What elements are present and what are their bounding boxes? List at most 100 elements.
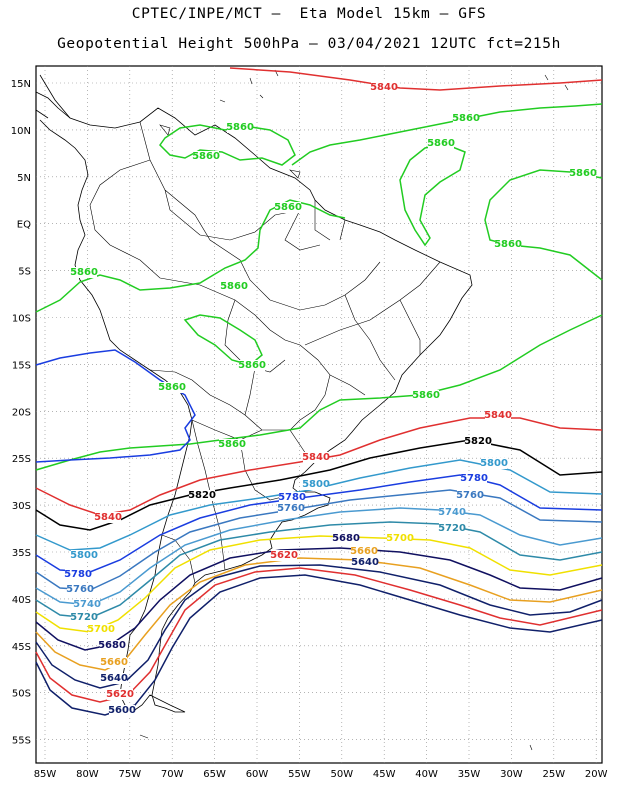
contour-label-bg [74,599,100,610]
lat-tick-label: 35S [12,548,31,559]
contour-label-bg [101,657,127,668]
contour-label-bg [99,640,125,651]
contour-5860-east [484,169,603,281]
lat-tick-label: 30S [12,501,31,512]
contour-5860-central [35,199,346,313]
contour-label-5820: 5820 [464,436,492,447]
lon-tick-label: 45W [373,769,396,780]
title-line-2: Geopotential Height 500hPa – 03/04/2021 … [57,36,561,52]
contour-5640 [35,564,603,689]
contour-label-bg [88,624,114,635]
contour-label-5760: 5760 [277,503,305,514]
contour-label-5820: 5820 [188,490,216,501]
lat-tick-label: EQ [17,220,31,231]
contour-5780 [35,474,603,573]
contour-label-5800: 5800 [70,550,98,561]
contour-label-5860: 5860 [218,439,246,450]
lon-tick-label: 35W [458,769,481,780]
contour-label-bg [67,584,93,595]
contour-label-5780: 5780 [460,473,488,484]
lon-tick-label: 50W [330,769,353,780]
lat-tick-label: 55S [12,736,31,747]
islands [139,69,569,751]
contour-5880-south [35,349,196,463]
central-america [35,91,71,119]
lat-tick-label: 15S [12,360,31,371]
lat-tick-label: 5N [17,173,31,184]
contour-label-bg [219,439,245,450]
contour-label-bg [71,612,97,623]
contour-label-bg [352,557,378,568]
contour-label-bg [275,202,301,213]
contour-label-5660: 5660 [350,546,378,557]
contour-label-5800: 5800 [302,479,330,490]
contour-5660 [35,557,603,671]
south-america-coastline [39,74,473,713]
contour-label-bg [65,569,91,580]
contour-label-bg [453,113,479,124]
contour-label-5840: 5840 [302,452,330,463]
lon-tick-label: 75W [118,769,141,780]
contour-label-5640: 5640 [351,557,379,568]
contour-label-5860: 5860 [412,390,440,401]
contour-label-5660: 5660 [100,657,128,668]
contour-label-5620: 5620 [106,689,134,700]
lon-tick-label: 80W [76,769,99,780]
contour-label-5760: 5760 [66,584,94,595]
contour-label-bg [457,490,483,501]
latitude-labels: 15N 10N 5N EQ 5S 10S 15S 20S 25S 30S 35S 40S 45S 50S 5… [11,79,31,747]
contour-label-bg [109,705,135,716]
contour-label-5840: 5840 [94,512,122,523]
contour-label-bg [239,360,265,371]
contour-label-bg [278,503,304,514]
contour-label-5840: 5840 [370,82,398,93]
contour-5860-north-3 [399,143,466,247]
contour-5680 [35,547,603,651]
contour-label-bg [387,533,413,544]
contour-label-5860: 5860 [452,113,480,124]
contour-label-5780: 5780 [64,569,92,580]
longitude-labels: 85W 80W 75W 70W 65W 60W 55W 50W 45W 40W 35W 30W 25W 2… [34,769,608,780]
contour-lines [35,67,603,716]
contour-label-bg [439,523,465,534]
contour-label-bg [570,168,596,179]
lat-tick-label: 15N [11,79,31,90]
contour-label-5720: 5720 [70,612,98,623]
contour-label-bg [227,122,253,133]
contour-label-bg [221,281,247,292]
title-line-1: CPTEC/INPE/MCT – Eta Model 15km – GFS [131,6,487,22]
lon-tick-label: 70W [161,769,184,780]
contour-label-5860: 5860 [274,202,302,213]
contour-5840-south [35,417,603,516]
contour-label-bg [271,550,297,561]
contour-label-bg [193,151,219,162]
contour-5840-north [229,67,603,91]
contour-label-5760: 5760 [456,490,484,501]
contour-5620 [35,567,603,703]
contour-label-5800: 5800 [480,458,508,469]
contour-5720 [35,521,603,619]
lon-tick-label: 55W [288,769,311,780]
continent-outlines [35,69,569,751]
contour-label-bg [279,492,305,503]
lon-tick-label: 60W [246,769,269,780]
contour-label-5680: 5680 [98,640,126,651]
contour-label-bg [439,507,465,518]
contour-label-5840: 5840 [484,410,512,421]
contour-label-bg [495,239,521,250]
contour-label-bg [189,490,215,501]
contour-label-bg [465,436,491,447]
contour-label-5860: 5860 [70,267,98,278]
contour-label-5700: 5700 [386,533,414,544]
contour-label-bg [485,410,511,421]
lon-tick-label: 20W [585,769,608,780]
contour-label-5860: 5860 [494,239,522,250]
contour-5700 [35,535,603,633]
contour-label-5860: 5860 [238,360,266,371]
contour-label-5860: 5860 [220,281,248,292]
lon-tick-label: 40W [415,769,438,780]
contour-labels: 5840 5860 5860 5860 5860 5860 5860 5860 5860 5860… [64,82,597,716]
lon-tick-label: 85W [34,769,57,780]
contour-5860-north-1 [159,124,296,166]
contour-label-5860: 5860 [226,122,254,133]
